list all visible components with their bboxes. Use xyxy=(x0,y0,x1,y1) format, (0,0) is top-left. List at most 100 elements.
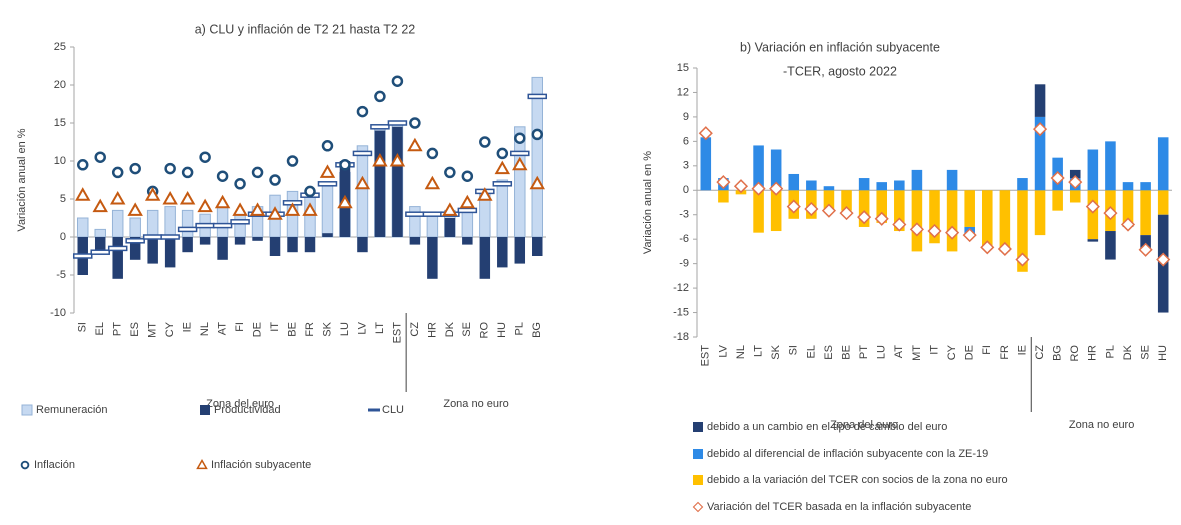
bar-segment xyxy=(946,169,958,191)
point xyxy=(232,202,248,216)
point xyxy=(230,219,250,225)
x-tick-label: HR xyxy=(1087,345,1099,361)
point xyxy=(927,223,942,239)
bar xyxy=(462,237,473,245)
bar-segment xyxy=(876,190,887,223)
y-tick-label: 20 xyxy=(54,79,66,91)
group-label: Zona del euro xyxy=(206,398,274,410)
bar-segment xyxy=(982,190,993,248)
point xyxy=(109,190,126,205)
x-tick-label: HR xyxy=(426,322,438,338)
point xyxy=(479,136,491,148)
point xyxy=(424,175,441,190)
point xyxy=(1050,170,1065,186)
point xyxy=(107,245,128,252)
point xyxy=(531,128,544,141)
point xyxy=(892,217,907,232)
point xyxy=(1156,252,1171,267)
bar-segment xyxy=(1140,182,1151,191)
bar xyxy=(181,209,194,238)
point xyxy=(514,132,526,144)
x-tick-label: EST xyxy=(391,322,403,344)
point xyxy=(251,166,264,179)
x-tick-label: ES xyxy=(823,345,835,360)
bar xyxy=(409,237,421,245)
point xyxy=(214,194,231,209)
point xyxy=(1103,206,1118,221)
point xyxy=(144,187,161,201)
group-label: Zona del euro xyxy=(830,419,898,431)
bar xyxy=(164,206,176,238)
x-tick-label: FI xyxy=(234,322,246,332)
point xyxy=(461,170,474,182)
x-tick-label: IE xyxy=(1016,345,1028,355)
x-tick-label: NL xyxy=(735,345,747,359)
bar xyxy=(129,237,141,260)
bar xyxy=(112,237,123,279)
bar xyxy=(129,217,141,238)
legend-label: Productividad xyxy=(214,404,281,416)
bar-segment xyxy=(1069,169,1081,179)
bar-segment xyxy=(1069,190,1081,203)
legend-label: debido a la variación del TCER con socio… xyxy=(707,474,1008,486)
x-tick-label: BE xyxy=(840,345,852,360)
point xyxy=(111,166,124,179)
x-tick-label: DK xyxy=(444,321,456,337)
bar xyxy=(234,237,246,245)
point xyxy=(857,210,872,225)
bar-segment xyxy=(1140,190,1151,236)
bar-segment xyxy=(1087,149,1099,191)
point xyxy=(127,202,143,216)
bar-segment xyxy=(753,145,764,191)
legend-label: Remuneración xyxy=(36,404,108,416)
x-tick-label: DE xyxy=(251,322,263,337)
point xyxy=(267,206,283,220)
y-tick-label: 10 xyxy=(54,155,66,167)
bar-segment xyxy=(1087,239,1099,242)
point xyxy=(90,249,110,255)
bar-segment xyxy=(1087,190,1099,240)
point xyxy=(389,152,406,167)
point xyxy=(304,185,316,198)
y-axis-label: Variación anual en % xyxy=(16,128,28,231)
y-tick-label: 25 xyxy=(54,41,66,53)
legend-swatch xyxy=(196,458,208,470)
point xyxy=(160,234,180,240)
point xyxy=(216,170,229,182)
x-tick-label: BG xyxy=(1052,345,1064,361)
point xyxy=(319,164,336,178)
y-axis-label: Variación anual en % xyxy=(642,151,654,254)
bar-segment xyxy=(1017,190,1028,272)
x-tick-label: CZ xyxy=(1034,345,1046,360)
point xyxy=(980,240,995,255)
x-tick-label: DE xyxy=(964,345,976,360)
point xyxy=(426,147,439,160)
point xyxy=(512,156,528,171)
x-tick-label: AT xyxy=(893,345,905,359)
point xyxy=(356,105,369,118)
x-tick-label: PT xyxy=(858,345,870,359)
point xyxy=(197,198,213,213)
bar xyxy=(287,237,298,253)
x-tick-label: CY xyxy=(946,344,958,360)
y-tick-label: 0 xyxy=(60,231,66,243)
x-tick-label: NL xyxy=(199,322,211,336)
x-tick-label: LT xyxy=(752,345,764,357)
y-tick-label: -6 xyxy=(679,233,689,245)
point xyxy=(510,150,530,157)
bar xyxy=(427,237,438,279)
bar-segment xyxy=(894,180,905,191)
x-tick-label: MT xyxy=(911,345,923,361)
x-tick-label: RO xyxy=(479,322,491,339)
legend-label: debido al diferencial de inflación subya… xyxy=(707,448,988,460)
x-tick-label: SI xyxy=(788,345,800,355)
y-tick-label: -3 xyxy=(679,209,689,221)
x-tick-label: CZ xyxy=(409,322,421,337)
bar xyxy=(321,183,334,238)
bar xyxy=(496,179,509,238)
point xyxy=(733,179,749,194)
bar xyxy=(479,237,491,279)
point xyxy=(821,203,837,218)
point xyxy=(945,225,960,240)
point xyxy=(354,175,371,190)
